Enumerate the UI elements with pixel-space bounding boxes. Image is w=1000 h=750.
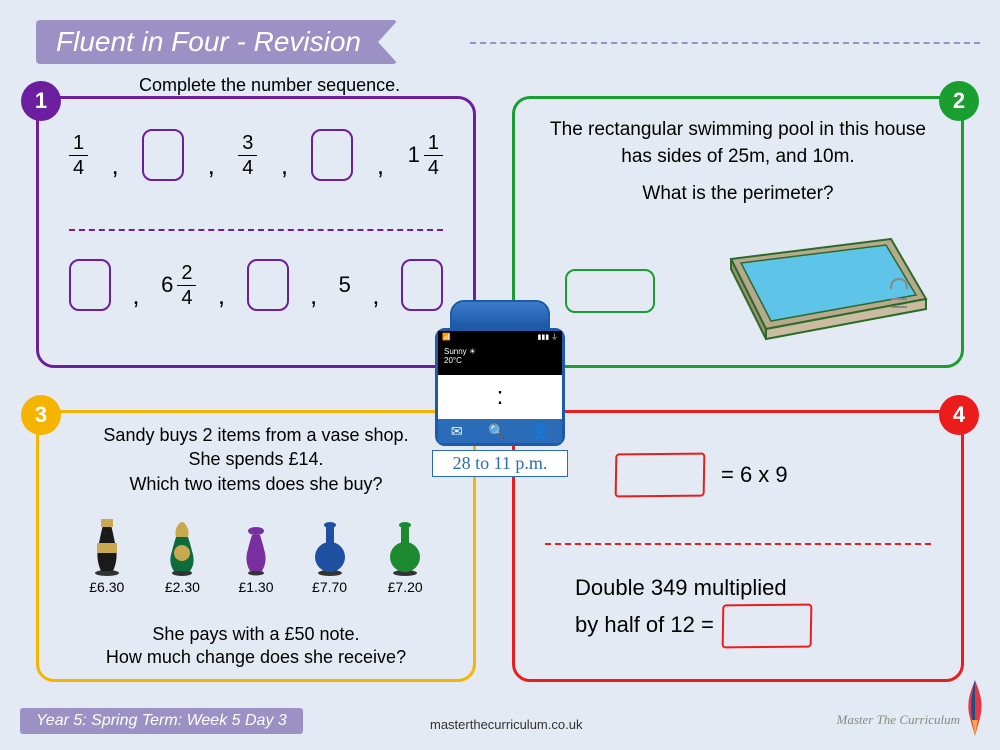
search-icon: 🔍 [488,423,505,440]
vase-item: £6.30 [87,513,127,595]
vase-item: £2.30 [162,513,202,595]
user-icon: 👤 [532,423,549,440]
answer-slot[interactable] [69,259,111,311]
pool-illustration [711,229,931,349]
badge-4: 4 [939,395,979,435]
mixed-fraction: 624 [161,263,196,308]
answer-slot[interactable] [565,269,655,313]
badge-2: 2 [939,81,979,121]
vase-price: £7.20 [388,579,423,595]
vase-price: £7.70 [312,579,347,595]
footer-brand: Master The Curriculum [837,712,961,728]
question-box-4: 4 = 6 x 9 Double 349 multiplied by half … [512,410,964,682]
box3-text-2: She pays with a £50 note. How much chang… [59,623,453,670]
sequence-1: 14 , , 34 , , 114 [69,129,443,181]
vase-price: £2.30 [165,579,200,595]
time-caption: 28 to 11 p.m. [432,450,568,477]
decorative-dashes [470,42,980,44]
phone-weather: Sunny ☀20°C [438,343,562,375]
vase-price: £1.30 [238,579,273,595]
question-box-3: 3 Sandy buys 2 items from a vase shop. S… [36,410,476,682]
phone-status-bar: 📶▮▮▮ ⏚ [438,331,562,343]
question-box-1: 1 Complete the number sequence. 14 , , 3… [36,96,476,368]
plain-number: 5 [339,272,351,298]
phone-time-display: : [438,375,562,419]
mixed-fraction: 114 [408,133,443,178]
footer-banner: Year 5: Spring Term: Week 5 Day 3 [20,708,303,734]
divider [545,543,931,545]
phone-widget: 📶▮▮▮ ⏚ Sunny ☀20°C : ✉ 🔍 👤 28 to 11 p.m. [432,300,568,460]
phone-dock: ✉ 🔍 👤 [438,419,562,443]
box1-instruction: Complete the number sequence. [139,75,400,96]
fraction: 14 [69,133,88,178]
badge-1: 1 [21,81,61,121]
box2-text: The rectangular swimming pool in this ho… [535,117,941,170]
answer-slot[interactable] [247,259,289,311]
answer-slot[interactable] [142,129,184,181]
vase-item: £7.70 [310,517,350,595]
title-banner: Fluent in Four - Revision [36,20,397,64]
brand-logo-icon [962,678,988,738]
answer-slot[interactable] [311,129,353,181]
vase-price: £6.30 [89,579,124,595]
equation-2: Double 349 multiplied by half of 12 = [575,573,931,648]
badge-3: 3 [21,395,61,435]
vase-row: £6.30 £2.30 £1.30 £7.70 £7.20 [69,513,443,595]
answer-slot[interactable] [721,603,812,648]
box2-question: What is the perimeter? [535,183,941,205]
answer-slot[interactable] [615,453,706,498]
mail-icon: ✉ [451,423,463,440]
sequence-2: , 624 , , 5 , [69,259,443,311]
fraction: 34 [238,133,257,178]
footer-url: masterthecurriculum.co.uk [430,717,582,732]
question-box-2: 2 The rectangular swimming pool in this … [512,96,964,368]
box3-text: Sandy buys 2 items from a vase shop. She… [59,423,453,496]
equation-1: = 6 x 9 [615,453,788,497]
vase-item: £7.20 [385,517,425,595]
divider [69,229,443,231]
vase-item: £1.30 [238,521,274,595]
